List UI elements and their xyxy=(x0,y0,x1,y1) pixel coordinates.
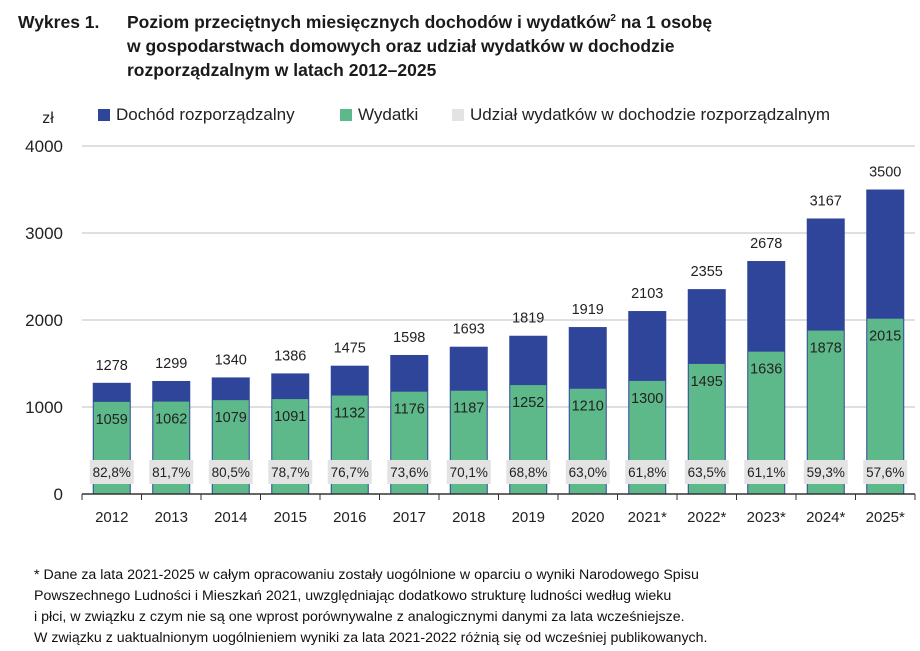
x-tick-label-2025*: 2025* xyxy=(866,509,905,526)
expense-value-label-2014: 1079 xyxy=(215,410,247,426)
bar-chart: Dochód rozporządzalny Wydatki Udział wydat… xyxy=(25,105,916,526)
share-value-label-2018: 70,1% xyxy=(450,465,488,480)
legend-swatch-3 xyxy=(452,109,464,121)
share-box-2025* xyxy=(863,460,908,484)
expense-value-label-2025*: 2015 xyxy=(869,329,901,345)
share-box-2016 xyxy=(327,460,372,484)
share-box-2023* xyxy=(744,460,789,484)
income-value-label-2023*: 2678 xyxy=(750,236,782,252)
chart-title-text: Poziom przeciętnych miesięcznych dochodó… xyxy=(127,10,897,82)
expense-value-label-2017: 1176 xyxy=(394,402,425,418)
share-value-label-2025*: 57,6% xyxy=(866,465,904,480)
expense-value-label-2023*: 1636 xyxy=(750,362,782,378)
x-tick-label-2024*: 2024* xyxy=(806,509,845,526)
chart-title-superscript: 2 xyxy=(610,13,616,25)
share-box-2017 xyxy=(387,460,432,484)
share-box-2021* xyxy=(625,460,670,484)
expense-value-label-2016: 1132 xyxy=(334,406,365,422)
x-tick-label-2016: 2016 xyxy=(333,509,366,526)
chart-title-line-3: rozporządzalnym w latach 2012–2025 xyxy=(127,60,437,80)
y-tick-label-2000: 2000 xyxy=(25,311,63,330)
income-value-label-2020: 1919 xyxy=(572,302,604,318)
x-tick-label-2013: 2013 xyxy=(155,509,188,526)
y-tick-label-1000: 1000 xyxy=(25,398,63,417)
chart-title-line-1: Poziom przeciętnych miesięcznych dochodó… xyxy=(127,10,897,34)
y-tick-label-0: 0 xyxy=(54,485,63,504)
expense-value-label-2013: 1062 xyxy=(155,412,187,428)
footnote-line-4: W związku z uaktualnionym uogólnieniem w… xyxy=(34,630,708,646)
income-value-label-2013: 1299 xyxy=(155,356,187,372)
income-value-label-2012: 1278 xyxy=(96,358,128,374)
expense-value-label-2024*: 1878 xyxy=(810,341,842,357)
income-value-label-2024*: 3167 xyxy=(810,193,842,209)
y-tick-label-4000: 4000 xyxy=(25,137,63,156)
x-tick-label-2012: 2012 xyxy=(95,509,128,526)
x-tick-label-2015: 2015 xyxy=(274,509,307,526)
share-value-label-2021*: 61,8% xyxy=(628,465,666,480)
footnote-line-2: Powszechnego Ludności i Mieszkań 2021, u… xyxy=(34,588,672,604)
expense-value-label-2012: 1059 xyxy=(96,412,128,428)
y-axis-unit-label: zł xyxy=(42,110,54,127)
footnote: * Dane za lata 2021-2025 w całym opracow… xyxy=(34,565,914,649)
income-value-label-2021*: 2103 xyxy=(631,286,663,302)
chart-title-line-2: w gospodarstwach domowych oraz udział wy… xyxy=(127,36,675,56)
x-tick-label-2018: 2018 xyxy=(452,509,485,526)
legend-label-2: Wydatki xyxy=(358,105,418,124)
expense-value-label-2015: 1091 xyxy=(274,409,306,425)
share-value-label-2012: 82,8% xyxy=(93,465,131,480)
income-value-label-2015: 1386 xyxy=(274,348,306,364)
x-tick-label-2023*: 2023* xyxy=(747,509,786,526)
x-tick-label-2021*: 2021* xyxy=(628,509,667,526)
expense-value-label-2019: 1252 xyxy=(512,395,544,411)
x-tick-label-2019: 2019 xyxy=(512,509,545,526)
y-tick-label-3000: 3000 xyxy=(25,224,63,243)
expense-value-label-2018: 1187 xyxy=(453,401,484,417)
income-value-label-2025*: 3500 xyxy=(869,165,901,181)
x-tick-label-2017: 2017 xyxy=(393,509,426,526)
share-value-label-2023*: 61,1% xyxy=(747,465,785,480)
income-value-label-2014: 1340 xyxy=(215,352,247,368)
share-box-2022* xyxy=(684,460,729,484)
x-tick-label-2014: 2014 xyxy=(214,509,247,526)
share-value-label-2019: 68,8% xyxy=(509,465,547,480)
x-tick-label-2020: 2020 xyxy=(571,509,604,526)
share-box-2018 xyxy=(446,460,491,484)
expense-value-label-2020: 1210 xyxy=(572,399,604,415)
income-value-label-2016: 1475 xyxy=(334,341,366,357)
legend-swatch-2 xyxy=(340,109,352,121)
footnote-line-1: * Dane za lata 2021-2025 w całym opracow… xyxy=(34,567,699,583)
share-value-label-2017: 73,6% xyxy=(390,465,428,480)
legend-label-1: Dochód rozporządzalny xyxy=(116,105,295,124)
share-value-label-2015: 78,7% xyxy=(271,465,309,480)
share-box-2024* xyxy=(803,460,848,484)
share-value-label-2016: 76,7% xyxy=(331,465,369,480)
share-value-label-2020: 63,0% xyxy=(569,465,607,480)
share-value-label-2013: 81,7% xyxy=(152,465,190,480)
chart-title-prefix: Wykres 1. xyxy=(18,12,100,32)
share-value-label-2014: 80,5% xyxy=(212,465,250,480)
expense-value-label-2021*: 1300 xyxy=(631,391,663,407)
legend-label-3: Udział wydatków w dochodzie rozporządzal… xyxy=(470,105,830,124)
legend-swatch-1 xyxy=(98,109,110,121)
share-value-label-2024*: 59,3% xyxy=(807,465,845,480)
x-tick-label-2022*: 2022* xyxy=(687,509,726,526)
share-box-2015 xyxy=(268,460,313,484)
share-box-2020 xyxy=(565,460,610,484)
footnote-line-3: i płci, w związku z czym nie są one wpro… xyxy=(34,609,685,625)
chart-title-line-1-tail: na 1 osobę xyxy=(615,12,713,32)
share-box-2013 xyxy=(149,460,194,484)
chart-title-line-1-text: Poziom przeciętnych miesięcznych dochodó… xyxy=(127,12,611,32)
share-value-label-2022*: 63,5% xyxy=(688,465,726,480)
share-box-2019 xyxy=(506,460,551,484)
income-value-label-2018: 1693 xyxy=(453,322,485,338)
income-value-label-2022*: 2355 xyxy=(691,264,723,280)
income-value-label-2019: 1819 xyxy=(512,311,544,327)
share-box-2014 xyxy=(208,460,253,484)
income-value-label-2017: 1598 xyxy=(393,330,425,346)
expense-value-label-2022*: 1495 xyxy=(691,374,723,390)
share-box-2012 xyxy=(89,460,134,484)
